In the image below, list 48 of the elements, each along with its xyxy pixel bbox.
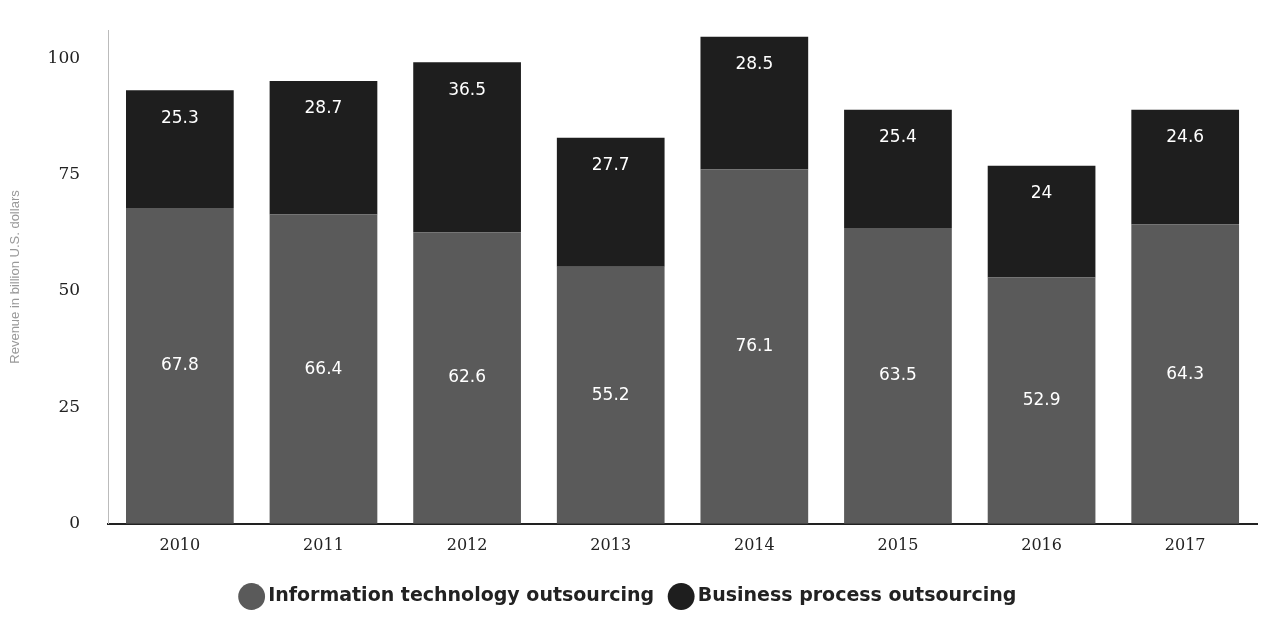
y-axis-title: Revenue in billion U.S. dollars (7, 189, 23, 364)
y-tick-label: 0 (69, 512, 81, 533)
bar (269, 214, 378, 524)
x-tick-label: 2017 (1164, 534, 1206, 554)
bar (844, 228, 952, 524)
bar (556, 266, 665, 524)
data-label: 67.8 (160, 354, 199, 375)
data-label: 36.5 (448, 78, 487, 99)
y-tick-label: 25 (58, 395, 81, 416)
x-tick-label: 2016 (1021, 534, 1062, 554)
y-tick-label: 50 (58, 279, 81, 300)
data-label: 24.6 (1166, 126, 1205, 147)
data-label: 24 (1030, 182, 1053, 203)
data-label: 66.4 (304, 357, 343, 378)
data-label: 63.5 (879, 364, 917, 385)
x-tick-label: 2012 (446, 534, 488, 554)
x-tick-label: 2010 (159, 534, 201, 554)
data-label: 27.7 (591, 154, 630, 175)
data-label: 28.7 (304, 97, 343, 118)
x-tick-label: 2014 (733, 534, 775, 554)
bar (413, 62, 521, 233)
legend-label: Business process outsourcing (697, 583, 1017, 606)
data-label: 25.3 (160, 106, 199, 127)
bar (413, 232, 521, 524)
bar (126, 208, 234, 524)
y-tick-label: 100 (47, 46, 81, 67)
bar (987, 277, 1096, 524)
bar (700, 36, 809, 170)
data-label: 64.3 (1166, 362, 1205, 383)
data-label: 28.5 (735, 53, 774, 74)
data-label: 62.6 (448, 366, 487, 387)
x-tick-label: 2015 (877, 534, 919, 554)
bar (269, 80, 378, 215)
legend-label: Information technology outsourcing (268, 583, 655, 606)
bar (987, 165, 1096, 278)
bar (1131, 109, 1240, 225)
data-label: 25.4 (879, 126, 917, 147)
data-label: 52.9 (1022, 389, 1061, 410)
bar (700, 169, 809, 524)
bar (1131, 224, 1240, 524)
data-label: 76.1 (735, 335, 774, 356)
data-label: 55.2 (591, 383, 630, 404)
y-tick-label: 75 (58, 162, 81, 183)
bar (126, 90, 234, 209)
x-tick-label: 2011 (303, 534, 344, 554)
bar (844, 109, 952, 229)
x-tick-label: 2013 (590, 534, 632, 554)
bar (556, 137, 665, 267)
